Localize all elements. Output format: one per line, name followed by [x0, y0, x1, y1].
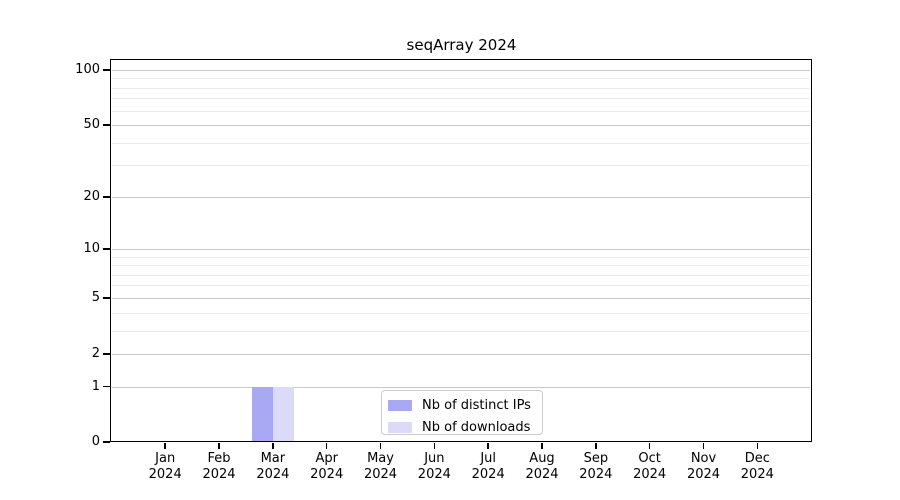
- x-tick-label: Oct 2024: [633, 451, 667, 482]
- y-axis-tick: [103, 69, 110, 71]
- x-axis-tick: [379, 443, 382, 449]
- gridline-minor: [112, 285, 810, 287]
- y-tick-label: 2: [91, 345, 100, 361]
- x-tick-label: Apr 2024: [310, 451, 344, 482]
- x-tick-label: Aug 2024: [525, 451, 559, 482]
- x-axis-tick: [433, 443, 436, 449]
- y-tick-label: 1: [91, 378, 100, 394]
- x-tick-label: Mar 2024: [256, 451, 290, 482]
- x-tick-label: Jul 2024: [471, 451, 505, 482]
- plot-frame: [110, 59, 812, 442]
- y-axis-tick: [103, 124, 110, 126]
- x-tick-label: Jan 2024: [148, 451, 182, 482]
- gridline-minor: [112, 256, 810, 258]
- x-tick-label: May 2024: [363, 451, 398, 482]
- y-axis-tick: [103, 385, 110, 388]
- x-axis-tick: [541, 443, 543, 449]
- x-axis-tick: [164, 443, 166, 449]
- y-tick-label: 0: [91, 434, 100, 449]
- gridline-major: [112, 196, 810, 198]
- gridline-major: [112, 353, 810, 355]
- y-axis-tick: [103, 297, 110, 299]
- gridline-minor: [112, 312, 810, 314]
- y-tick-label: 5: [91, 289, 100, 305]
- x-axis-tick: [325, 443, 328, 449]
- gridline-minor: [112, 110, 810, 112]
- y-tick-label: 50: [83, 117, 100, 133]
- legend-item-downloads: Nb of downloads: [388, 420, 542, 435]
- gridline-minor: [112, 165, 810, 167]
- legend-label-distinct-ips: Nb of distinct IPs: [422, 398, 531, 413]
- gridline-minor: [112, 265, 810, 267]
- x-axis-tick: [756, 443, 759, 449]
- y-axis-tick: [103, 248, 110, 250]
- legend-item-distinct-ips: Nb of distinct IPs: [388, 398, 542, 413]
- bar-nb-of-distinct-ips: [251, 386, 273, 442]
- gridline-minor: [112, 78, 810, 80]
- gridline-minor: [112, 330, 810, 332]
- legend-swatch-downloads: [388, 422, 412, 433]
- gridline-major: [112, 69, 810, 71]
- gridline-minor: [112, 274, 810, 276]
- gridline-major: [112, 386, 810, 388]
- gridline-major: [112, 248, 810, 250]
- x-tick-label: Feb 2024: [202, 451, 236, 482]
- y-tick-label: 10: [83, 240, 100, 256]
- x-axis-tick: [648, 443, 651, 449]
- gridline-minor: [112, 87, 810, 89]
- x-tick-label: Nov 2024: [686, 451, 721, 482]
- legend-label-downloads: Nb of downloads: [422, 420, 531, 435]
- gridline-minor: [112, 142, 810, 144]
- y-axis-tick: [103, 441, 110, 443]
- bar-nb-of-downloads: [272, 386, 294, 442]
- gridline-major: [112, 125, 810, 127]
- x-axis-tick: [702, 443, 705, 449]
- x-axis-tick: [595, 443, 597, 449]
- x-tick-label: Dec 2024: [740, 451, 774, 482]
- x-axis-tick: [272, 443, 274, 449]
- y-axis-tick: [103, 353, 110, 355]
- legend: Nb of distinct IPs Nb of downloads: [381, 390, 543, 435]
- x-tick-label: Jun 2024: [417, 451, 451, 482]
- y-tick-label: 20: [83, 188, 100, 204]
- x-axis-tick: [487, 443, 489, 449]
- y-axis-tick: [103, 195, 110, 198]
- legend-swatch-distinct-ips: [388, 400, 412, 411]
- gridline-major: [112, 297, 810, 299]
- gridline-minor: [112, 98, 810, 100]
- x-axis-tick: [218, 443, 220, 449]
- chart-title: seqArray 2024: [406, 36, 517, 54]
- y-tick-label: 100: [75, 61, 100, 77]
- x-tick-label: Sep 2024: [579, 451, 613, 482]
